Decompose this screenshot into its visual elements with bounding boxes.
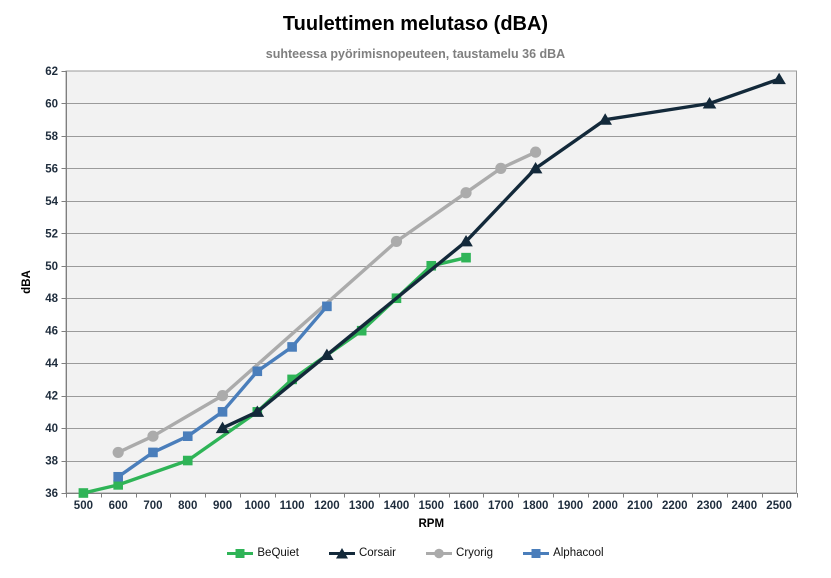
marker-bequiet xyxy=(113,480,123,490)
y-tick-label: 44 xyxy=(45,358,58,370)
x-tick-label: 2000 xyxy=(592,500,618,512)
marker-corsair xyxy=(528,161,543,174)
marker-cryorig xyxy=(390,235,403,248)
x-tick-label: 1600 xyxy=(453,500,479,512)
legend-label-corsair: Corsair xyxy=(358,546,397,559)
marker-cryorig xyxy=(495,162,507,174)
chart-title: Tuulettimen melutaso (dBA) xyxy=(282,13,549,35)
legend-item-alphacool: Alphacool xyxy=(523,547,604,560)
marker-corsair xyxy=(459,235,473,247)
marker-corsair xyxy=(250,405,265,417)
plot-area xyxy=(65,70,797,494)
marker-alphacool xyxy=(113,471,123,482)
x-tick-label: 900 xyxy=(213,500,232,512)
marker-bequiet xyxy=(287,374,297,385)
x-tick-label: 2500 xyxy=(766,500,792,512)
marker-bequiet xyxy=(461,252,471,263)
marker-cryorig xyxy=(530,146,542,158)
marker-cryorig xyxy=(460,187,472,199)
legend-item-corsair: Corsair xyxy=(328,546,397,560)
marker-alphacool xyxy=(148,447,158,458)
marker-bequiet xyxy=(78,488,89,498)
x-tick-label: 1300 xyxy=(349,500,375,512)
x-tick-label: 500 xyxy=(74,500,93,512)
marker-cryorig xyxy=(147,430,159,442)
marker-bequiet xyxy=(426,260,437,271)
marker-alphacool xyxy=(217,407,228,417)
y-tick-label: 42 xyxy=(45,391,58,403)
x-tick-label: 800 xyxy=(178,500,197,512)
marker-bequiet xyxy=(182,455,193,466)
marker-alphacool xyxy=(322,301,332,312)
x-tick-label: 2400 xyxy=(732,500,758,512)
marker-corsair xyxy=(320,348,334,361)
x-tick-label: 700 xyxy=(143,500,162,512)
y-tick-label: 60 xyxy=(45,98,58,110)
x-tick-label: 1800 xyxy=(523,500,549,512)
marker-corsair xyxy=(215,421,230,434)
x-tick-label: 1400 xyxy=(384,500,410,512)
x-tick-label: 1000 xyxy=(245,500,271,512)
legend-swatch-square-icon xyxy=(227,549,254,558)
y-tick-label: 52 xyxy=(45,228,58,240)
x-tick-label: 1100 xyxy=(280,500,305,512)
legend-label-alphacool: Alphacool xyxy=(553,546,604,559)
legend-item-cryorig: Cryorig xyxy=(426,547,493,560)
marker-cryorig xyxy=(112,446,124,459)
x-tick-label: 2200 xyxy=(662,500,688,512)
y-axis-title: dBA xyxy=(21,270,33,294)
legend-swatch-square-icon xyxy=(523,549,550,558)
marker-cryorig xyxy=(216,390,229,402)
legend-label-cryorig: Cryorig xyxy=(456,546,494,559)
legend-label-bequiet: BeQuiet xyxy=(257,546,299,559)
marker-alphacool xyxy=(252,366,263,377)
x-tick-label: 600 xyxy=(109,500,128,512)
series-line-corsair xyxy=(220,77,781,430)
marker-alphacool xyxy=(287,342,297,352)
x-tick-label: 2100 xyxy=(627,500,653,512)
y-tick-label: 48 xyxy=(45,293,58,305)
legend-swatch-circle-icon xyxy=(426,548,453,559)
y-tick-label: 56 xyxy=(45,163,58,175)
marker-alphacool xyxy=(182,431,193,441)
y-tick-label: 54 xyxy=(45,196,58,208)
legend-item-bequiet: BeQuiet xyxy=(227,547,299,560)
x-axis-title: RPM xyxy=(418,518,444,530)
y-tick-label: 38 xyxy=(45,456,58,468)
x-tick-label: 2300 xyxy=(697,500,723,512)
y-tick-label: 62 xyxy=(45,66,58,78)
x-tick-label: 1500 xyxy=(418,500,444,512)
y-tick-label: 40 xyxy=(45,423,58,435)
marker-bequiet xyxy=(356,325,367,336)
x-tick-label: 1700 xyxy=(488,500,514,512)
marker-corsair xyxy=(772,72,786,85)
y-tick-label: 46 xyxy=(45,326,58,338)
x-tick-label: 1900 xyxy=(558,500,584,512)
x-tick-label: 1200 xyxy=(314,500,340,512)
chart-legend: BeQuiet Corsair Cryorig Alphacool xyxy=(0,547,831,560)
legend-swatch-triangle-icon xyxy=(328,548,355,559)
y-tick-label: 58 xyxy=(45,131,58,143)
y-tick-label: 50 xyxy=(45,261,58,273)
y-tick-label: 36 xyxy=(45,488,58,500)
chart-subtitle: suhteessa pyörimisnopeuteen, taustamelu … xyxy=(265,47,566,61)
marker-corsair xyxy=(702,97,717,109)
marker-corsair xyxy=(598,113,612,125)
